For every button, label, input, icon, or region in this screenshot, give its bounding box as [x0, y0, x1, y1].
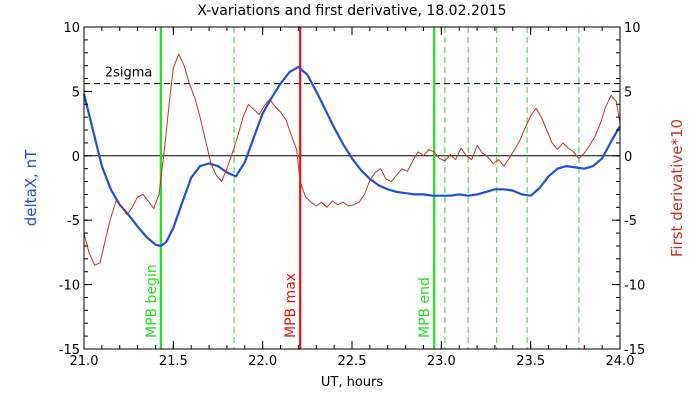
y-tick-label-left: 10: [63, 21, 80, 36]
y-tick-label-right: -5: [624, 214, 637, 229]
sigma-label: 2sigma: [105, 66, 153, 81]
x-tick-label: 21.5: [159, 354, 188, 369]
y-tick-label-right: -15: [624, 343, 645, 358]
reference-lines: MPB begin MPB max MPB end: [144, 27, 580, 349]
marker-label: MPB end: [417, 277, 433, 338]
y-tick-label-right: 10: [624, 21, 641, 36]
y-tick-label-right: -10: [624, 279, 645, 294]
deltax-line: [82, 65, 621, 248]
x-tick-label: 22.0: [248, 354, 277, 369]
x-axis-label: UT, hours: [321, 375, 383, 390]
x-tick-label: 22.5: [338, 354, 367, 369]
y-tick-label-right: 0: [624, 150, 632, 165]
y-tick-label-right: 5: [624, 85, 632, 100]
y-tick-label-left: 0: [72, 150, 80, 165]
x-tick-label: 24.0: [606, 354, 635, 369]
y-axis-label-right: First derivative*10: [668, 119, 686, 257]
y-tick-label-left: -5: [67, 214, 80, 229]
y-tick-label-left: -10: [59, 279, 80, 294]
y-axis-left: -15 -10 -5 0 5 10: [59, 21, 92, 358]
marker-label: MPB begin: [144, 264, 160, 338]
y-axis-right: -15 -10 -5 0 5 10: [612, 21, 645, 358]
chart-title: X-variations and first derivative, 18.02…: [197, 3, 506, 19]
x-tick-label: 21.0: [70, 354, 99, 369]
y-tick-label-left: 5: [72, 85, 80, 100]
x-tick-label: 23.5: [516, 354, 545, 369]
x-axis: 21.0 21.5 22.0 22.5 23.0 23.5 24.0: [70, 27, 635, 369]
derivative-line: [83, 53, 621, 266]
y-axis-label-left: deltaX, nT: [22, 149, 40, 226]
y-tick-label-left: -15: [59, 343, 80, 358]
plot-area: 2sigma: [84, 66, 620, 157]
marker-label: MPB max: [283, 273, 299, 338]
series-lines: [82, 53, 621, 266]
x-tick-label: 23.0: [427, 354, 456, 369]
